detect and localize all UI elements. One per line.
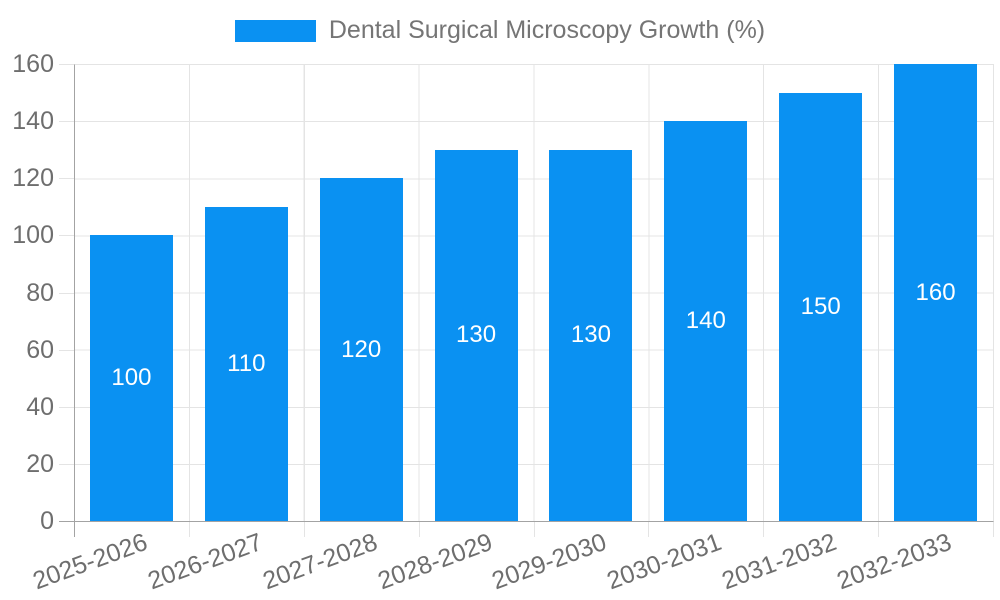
bar-2026-2027[interactable]: 110: [204, 206, 288, 521]
bar-2031-2032[interactable]: 150: [779, 92, 863, 521]
y-axis-tick-mark: [59, 235, 74, 237]
x-axis-tick-mark: [74, 522, 75, 537]
y-axis-tick-mark: [59, 463, 74, 465]
y-axis-tick-mark: [59, 406, 74, 408]
x-axis-tick-mark: [993, 522, 994, 537]
y-axis-tick-label: 160: [12, 50, 54, 78]
x-axis-tick-mark: [188, 522, 190, 537]
legend-label: Dental Surgical Microscopy Growth (%): [328, 16, 766, 44]
bar-2025-2026[interactable]: 100: [89, 235, 173, 521]
bar-value-label: 130: [456, 321, 497, 349]
x-axis-tick-mark: [648, 522, 650, 537]
x-axis-tick-mark: [878, 522, 880, 537]
y-axis-tick-label: 0: [40, 507, 54, 535]
bar-value-label: 130: [570, 321, 611, 349]
x-axis-tick-mark: [533, 522, 535, 537]
x-axis-category-label: 2031-2032: [718, 528, 841, 596]
bar-2029-2030[interactable]: 130: [549, 149, 633, 521]
y-axis-tick-label: 100: [12, 221, 54, 250]
x-axis-category-label: 2029-2030: [488, 528, 611, 596]
y-axis-tick-label: 60: [26, 335, 54, 364]
bar-value-label: 150: [800, 292, 841, 320]
x-axis-category-label: 2027-2028: [258, 528, 381, 596]
bar-value-label: 100: [111, 364, 152, 392]
bar-2032-2033[interactable]: 160: [894, 64, 978, 521]
y-axis-tick-mark: [59, 349, 74, 351]
legend-swatch[interactable]: [234, 19, 316, 42]
y-axis-tick-label: 20: [26, 449, 54, 478]
y-axis-tick-label: 140: [12, 107, 54, 136]
bar-2027-2028[interactable]: 120: [319, 178, 403, 521]
y-axis-tick-mark: [59, 521, 74, 522]
y-axis-tick-label: 120: [12, 164, 54, 193]
y-axis-tick-label: 40: [26, 392, 54, 421]
x-axis-category-label: 2030-2031: [603, 528, 726, 596]
bar-2028-2029[interactable]: 130: [434, 149, 518, 521]
y-axis-tick-mark: [59, 64, 74, 65]
x-axis-tick-mark: [418, 522, 420, 537]
y-axis-tick-label: 80: [26, 278, 54, 307]
bar-value-label: 140: [685, 307, 726, 335]
bar-value-label: 110: [227, 349, 266, 377]
legend[interactable]: Dental Surgical Microscopy Growth (%): [0, 16, 1000, 45]
x-axis-tick-mark: [303, 522, 305, 537]
bar-2030-2031[interactable]: 140: [664, 121, 748, 521]
x-axis-category-label: 2025-2026: [29, 528, 152, 596]
x-axis-tick-mark: [763, 522, 765, 537]
y-axis-tick-mark: [59, 121, 74, 123]
x-axis-category-label: 2026-2027: [143, 528, 266, 596]
bar-value-label: 120: [341, 335, 382, 363]
x-axis-category-label: 2032-2033: [833, 528, 956, 596]
bar-value-label: 160: [915, 278, 956, 306]
x-axis-category-label: 2028-2029: [373, 528, 496, 596]
y-axis-tick-mark: [59, 292, 74, 294]
y-axis-tick-mark: [59, 178, 74, 180]
